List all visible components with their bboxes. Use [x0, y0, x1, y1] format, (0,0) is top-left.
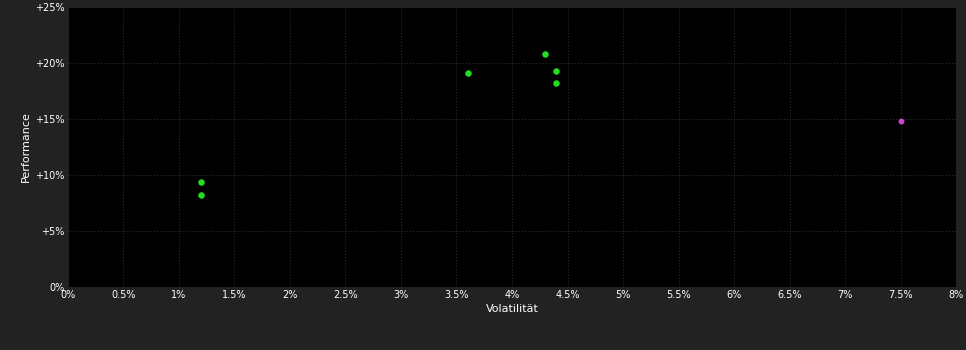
Point [538, 51, 554, 57]
Point [549, 80, 564, 86]
Y-axis label: Performance: Performance [21, 112, 31, 182]
Point [193, 193, 209, 198]
X-axis label: Volatilität: Volatilität [486, 304, 538, 314]
Point [193, 179, 209, 184]
Point [549, 68, 564, 74]
Point [893, 118, 908, 124]
Point [460, 70, 475, 76]
